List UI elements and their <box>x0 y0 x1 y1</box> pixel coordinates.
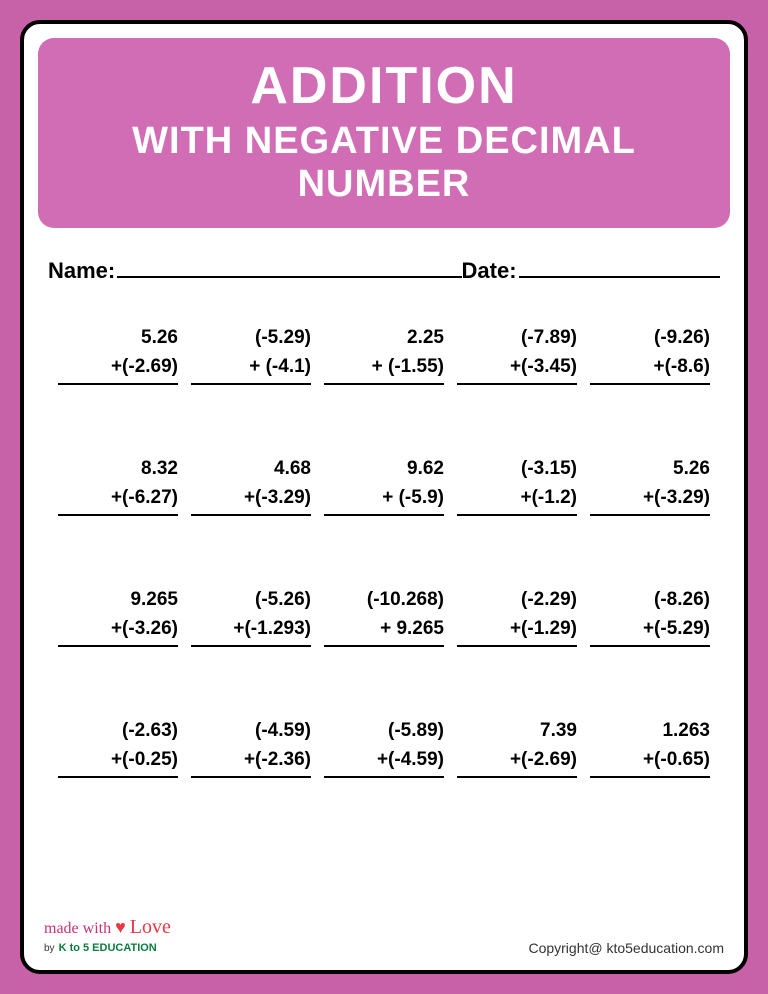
problem-row: 5.26+(-2.69) (-5.29)+ (-4.1) 2.25+ (-1.5… <box>58 324 710 385</box>
problem: (-4.59)+(-2.36) <box>191 717 311 778</box>
problem-bottom: +(-1.29) <box>457 615 577 648</box>
problem-bottom: + (-5.9) <box>324 484 444 517</box>
problem-bottom: +(-2.36) <box>191 746 311 779</box>
problem-top: (-3.15) <box>457 455 577 484</box>
problem-top: (-10.268) <box>324 586 444 615</box>
problem: (-9.26)+(-8.6) <box>590 324 710 385</box>
name-date-row: Name: Date: <box>38 256 730 284</box>
problem-bottom: +(-6.27) <box>58 484 178 517</box>
title-line-1: ADDITION <box>48 56 720 116</box>
problem-top: (-2.63) <box>58 717 178 746</box>
problem-bottom: +(-0.65) <box>590 746 710 779</box>
problem: (-3.15)+(-1.2) <box>457 455 577 516</box>
problem-bottom: +(-3.29) <box>590 484 710 517</box>
problem-bottom: +(-3.26) <box>58 615 178 648</box>
problem-top: (-4.59) <box>191 717 311 746</box>
problem-top: 2.25 <box>324 324 444 353</box>
problem: (-2.29)+(-1.29) <box>457 586 577 647</box>
date-field: Date: <box>462 256 720 284</box>
date-line[interactable] <box>519 256 720 278</box>
problem: 5.26+(-3.29) <box>590 455 710 516</box>
problem-top: 7.39 <box>457 717 577 746</box>
name-field: Name: <box>48 256 462 284</box>
brand-text: K to 5 EDUCATION <box>59 942 157 954</box>
by-text: by <box>44 943 55 954</box>
problem-bottom: +(-2.69) <box>457 746 577 779</box>
problem: 9.62+ (-5.9) <box>324 455 444 516</box>
problem-top: (-9.26) <box>590 324 710 353</box>
problems-grid: 5.26+(-2.69) (-5.29)+ (-4.1) 2.25+ (-1.5… <box>38 324 730 778</box>
worksheet-page: ADDITION WITH NEGATIVE DECIMAL NUMBER Na… <box>20 20 748 974</box>
problem-top: (-2.29) <box>457 586 577 615</box>
love-text: Love <box>130 916 171 938</box>
problem: (-5.89)+(-4.59) <box>324 717 444 778</box>
problem-top: (-5.26) <box>191 586 311 615</box>
title-line-2: WITH NEGATIVE DECIMAL NUMBER <box>48 120 720 206</box>
problem-bottom: +(-4.59) <box>324 746 444 779</box>
problem: 8.32+(-6.27) <box>58 455 178 516</box>
problem: (-2.63)+(-0.25) <box>58 717 178 778</box>
problem-bottom: +(-0.25) <box>58 746 178 779</box>
problem: (-10.268)+ 9.265 <box>324 586 444 647</box>
problem-row: 8.32+(-6.27) 4.68+(-3.29) 9.62+ (-5.9) (… <box>58 455 710 516</box>
problem-bottom: +(-3.45) <box>457 353 577 386</box>
heart-icon: ♥ <box>115 917 126 937</box>
problem-row: 9.265+(-3.26) (-5.26)+(-1.293) (-10.268)… <box>58 586 710 647</box>
problem-top: 4.68 <box>191 455 311 484</box>
problem-top: (-8.26) <box>590 586 710 615</box>
problem-bottom: +(-3.29) <box>191 484 311 517</box>
problem: 7.39+(-2.69) <box>457 717 577 778</box>
problem-top: (-5.89) <box>324 717 444 746</box>
problem-bottom: + (-1.55) <box>324 353 444 386</box>
problem-bottom: +(-1.2) <box>457 484 577 517</box>
problem: 2.25+ (-1.55) <box>324 324 444 385</box>
problem-bottom: +(-5.29) <box>590 615 710 648</box>
problem: 5.26+(-2.69) <box>58 324 178 385</box>
made-with-text: made with <box>44 920 111 937</box>
problem-bottom: +(-2.69) <box>58 353 178 386</box>
problem-bottom: +(-1.293) <box>191 615 311 648</box>
problem-top: 9.265 <box>58 586 178 615</box>
problem: (-5.29)+ (-4.1) <box>191 324 311 385</box>
problem: 1.263+(-0.65) <box>590 717 710 778</box>
problem-bottom: + (-4.1) <box>191 353 311 386</box>
problem: 4.68+(-3.29) <box>191 455 311 516</box>
problem-top: (-7.89) <box>457 324 577 353</box>
problem-top: 1.263 <box>590 717 710 746</box>
name-label: Name: <box>48 258 115 284</box>
problem-row: (-2.63)+(-0.25) (-4.59)+(-2.36) (-5.89)+… <box>58 717 710 778</box>
problem-top: 5.26 <box>58 324 178 353</box>
problem-top: 5.26 <box>590 455 710 484</box>
problem-top: 8.32 <box>58 455 178 484</box>
problem-top: 9.62 <box>324 455 444 484</box>
date-label: Date: <box>462 258 517 284</box>
problem-bottom: + 9.265 <box>324 615 444 648</box>
problem: (-7.89)+(-3.45) <box>457 324 577 385</box>
problem-top: (-5.29) <box>191 324 311 353</box>
problem: (-5.26)+(-1.293) <box>191 586 311 647</box>
problem-bottom: +(-8.6) <box>590 353 710 386</box>
copyright-text: Copyright@ kto5education.com <box>528 940 724 956</box>
footer: made with ♥ Love by K to 5 EDUCATION Cop… <box>44 916 724 956</box>
logo: made with ♥ Love by K to 5 EDUCATION <box>44 916 171 956</box>
name-line[interactable] <box>117 256 461 278</box>
problem: 9.265+(-3.26) <box>58 586 178 647</box>
problem: (-8.26)+(-5.29) <box>590 586 710 647</box>
header-box: ADDITION WITH NEGATIVE DECIMAL NUMBER <box>38 38 730 228</box>
